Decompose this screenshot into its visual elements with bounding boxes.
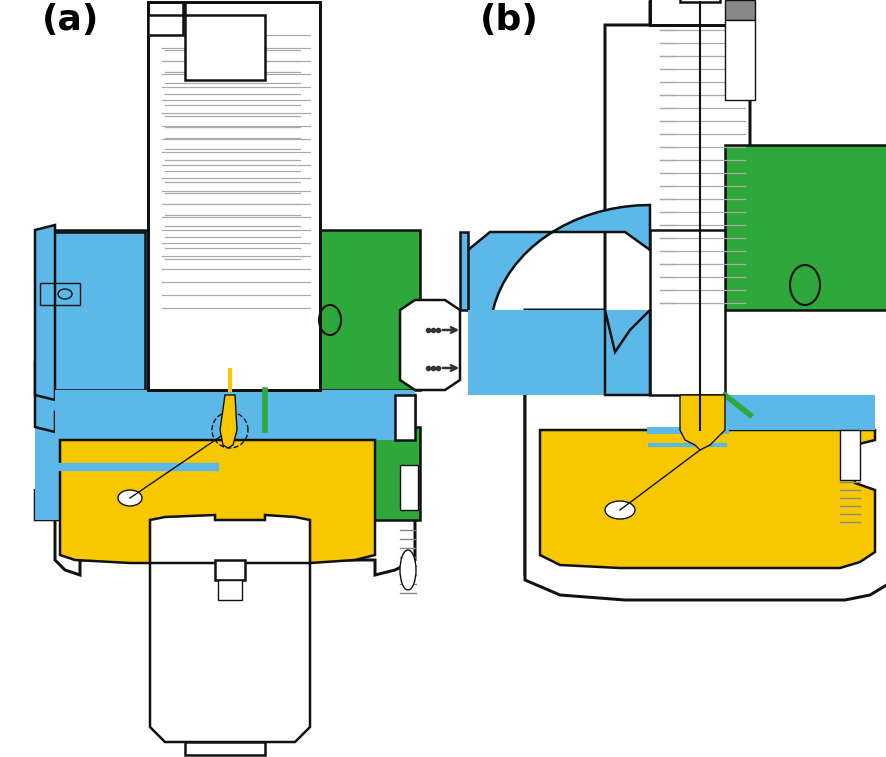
- Bar: [218, 580, 242, 600]
- Bar: [839, 430, 859, 480]
- Bar: [35, 230, 214, 390]
- Bar: [148, 2, 320, 390]
- Polygon shape: [525, 2, 886, 600]
- Bar: [649, 0, 750, 25]
- Polygon shape: [400, 300, 460, 390]
- Polygon shape: [35, 357, 214, 432]
- Polygon shape: [185, 742, 265, 755]
- Polygon shape: [65, 235, 375, 337]
- Ellipse shape: [118, 490, 142, 506]
- Polygon shape: [220, 395, 237, 448]
- Polygon shape: [265, 427, 420, 520]
- Polygon shape: [460, 232, 468, 310]
- Bar: [214, 230, 265, 390]
- Bar: [724, 20, 754, 100]
- Bar: [649, 230, 724, 395]
- Polygon shape: [525, 232, 886, 583]
- Bar: [724, 0, 754, 20]
- Bar: [724, 145, 886, 310]
- Polygon shape: [35, 427, 214, 520]
- Polygon shape: [468, 205, 649, 335]
- Polygon shape: [150, 515, 309, 742]
- Polygon shape: [394, 395, 415, 440]
- Bar: [265, 230, 420, 390]
- Polygon shape: [468, 310, 649, 395]
- Text: (b): (b): [479, 3, 539, 37]
- Bar: [400, 465, 417, 510]
- Bar: [185, 15, 265, 80]
- Ellipse shape: [400, 550, 416, 590]
- Polygon shape: [604, 310, 649, 395]
- Polygon shape: [35, 225, 55, 400]
- Bar: [680, 0, 719, 2]
- Ellipse shape: [58, 289, 72, 299]
- Polygon shape: [680, 395, 724, 450]
- Ellipse shape: [604, 501, 634, 519]
- Polygon shape: [60, 440, 375, 563]
- Bar: [35, 232, 144, 390]
- Polygon shape: [148, 399, 420, 755]
- Text: (a): (a): [42, 3, 99, 37]
- Bar: [55, 390, 415, 440]
- Polygon shape: [540, 430, 874, 568]
- Polygon shape: [65, 337, 375, 367]
- Polygon shape: [148, 2, 185, 35]
- Polygon shape: [35, 399, 148, 755]
- Polygon shape: [60, 337, 379, 362]
- Polygon shape: [55, 385, 415, 575]
- Bar: [40, 283, 80, 305]
- Bar: [214, 560, 245, 580]
- Polygon shape: [35, 427, 214, 520]
- Polygon shape: [724, 395, 874, 430]
